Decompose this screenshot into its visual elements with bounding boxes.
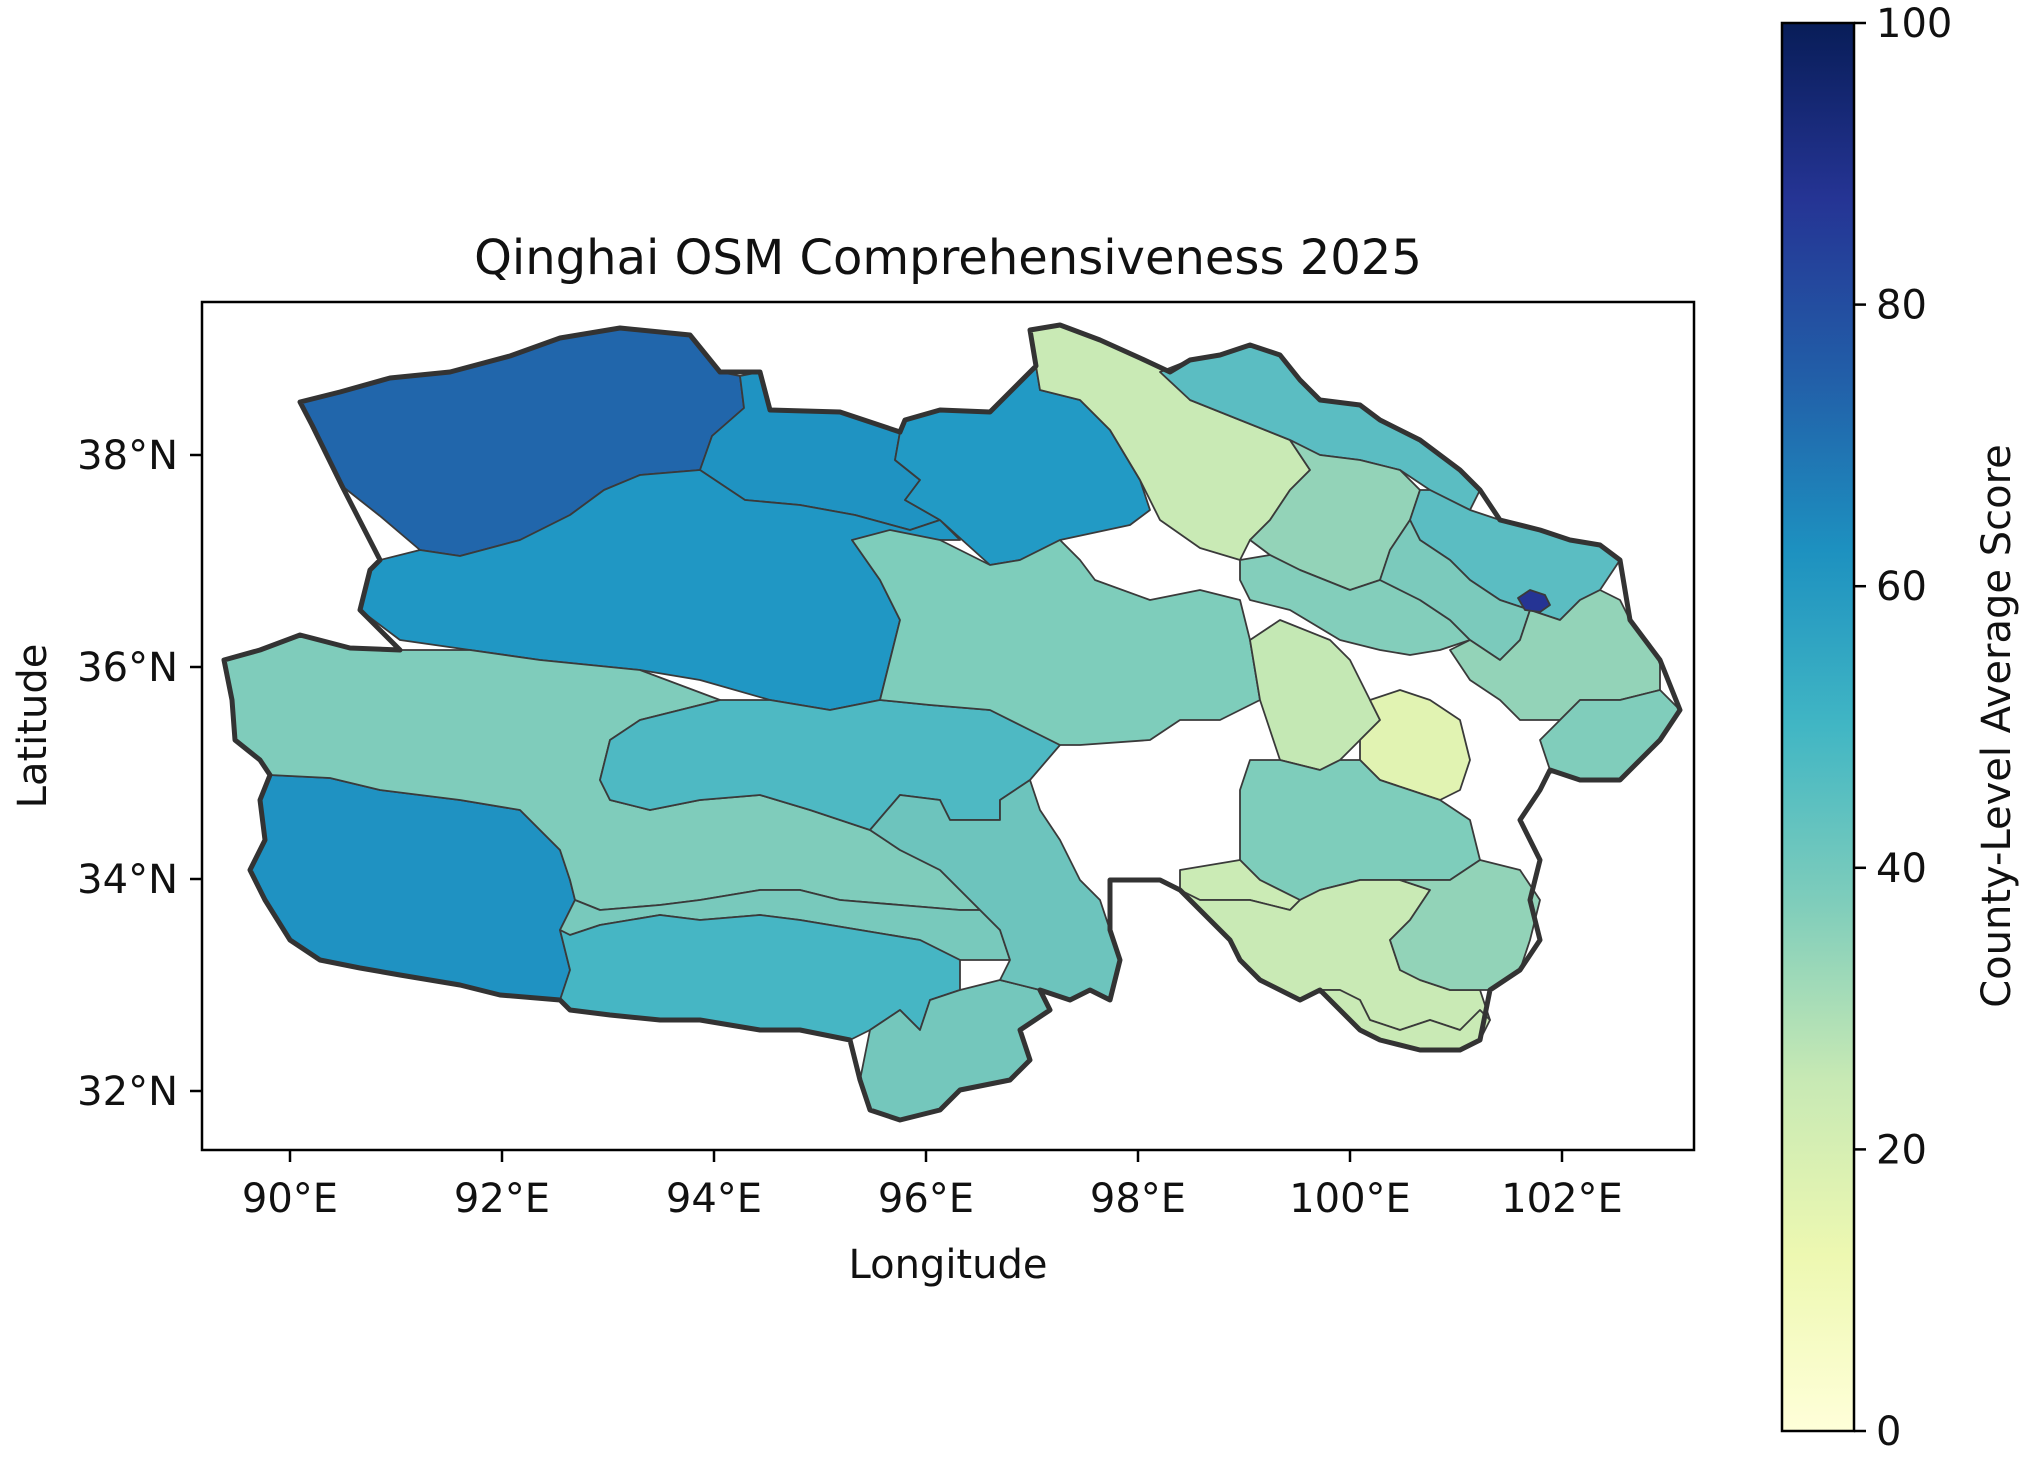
colorbar-tick-label: 20 xyxy=(1876,1127,1927,1173)
x-tick-label: 90°E xyxy=(242,1176,338,1222)
y-axis-label: Latitude xyxy=(10,644,56,809)
colorbar-tick-label: 40 xyxy=(1876,846,1927,892)
x-tick-label: 98°E xyxy=(1090,1176,1186,1222)
county-region[interactable] xyxy=(869,779,1121,1001)
county-region[interactable] xyxy=(1379,519,1531,661)
x-tick-label: 96°E xyxy=(878,1176,974,1222)
chart-title: Qinghai OSM Comprehensiveness 2025 xyxy=(474,230,1422,286)
x-tick-label: 100°E xyxy=(1289,1176,1411,1222)
county-region[interactable] xyxy=(851,529,1261,746)
x-tick-label: 92°E xyxy=(454,1176,550,1222)
colorbar-tick-label: 60 xyxy=(1876,564,1927,610)
y-tick-label: 32°N xyxy=(77,1069,178,1115)
x-axis-label: Longitude xyxy=(849,1242,1048,1288)
colorbar-label: County-Level Average Score xyxy=(1974,444,2020,1008)
colorbar xyxy=(1780,21,1856,1433)
y-axis-ticks: 38°N 36°N 34°N 32°N xyxy=(77,433,202,1115)
x-tick-label: 94°E xyxy=(666,1176,762,1222)
colorbar-ticks: 0 20 40 60 80 100 xyxy=(1854,1,1952,1455)
colorbar-tick-label: 80 xyxy=(1876,283,1927,329)
colorbar-tick-label: 100 xyxy=(1876,1,1952,47)
colorbar-tick-label: 0 xyxy=(1876,1409,1901,1455)
plot-frame xyxy=(200,300,1696,1152)
province-outline xyxy=(221,322,1683,1123)
y-tick-label: 38°N xyxy=(77,433,178,479)
y-tick-label: 34°N xyxy=(77,857,178,903)
x-tick-label: 102°E xyxy=(1501,1176,1623,1222)
x-axis-ticks: 90°E 92°E 94°E 96°E 98°E 100°E 102°E xyxy=(242,1150,1623,1222)
y-tick-label: 36°N xyxy=(77,645,178,691)
county-region[interactable] xyxy=(1517,589,1551,613)
county-regions xyxy=(223,324,1681,1121)
county-region[interactable] xyxy=(1239,554,1471,656)
